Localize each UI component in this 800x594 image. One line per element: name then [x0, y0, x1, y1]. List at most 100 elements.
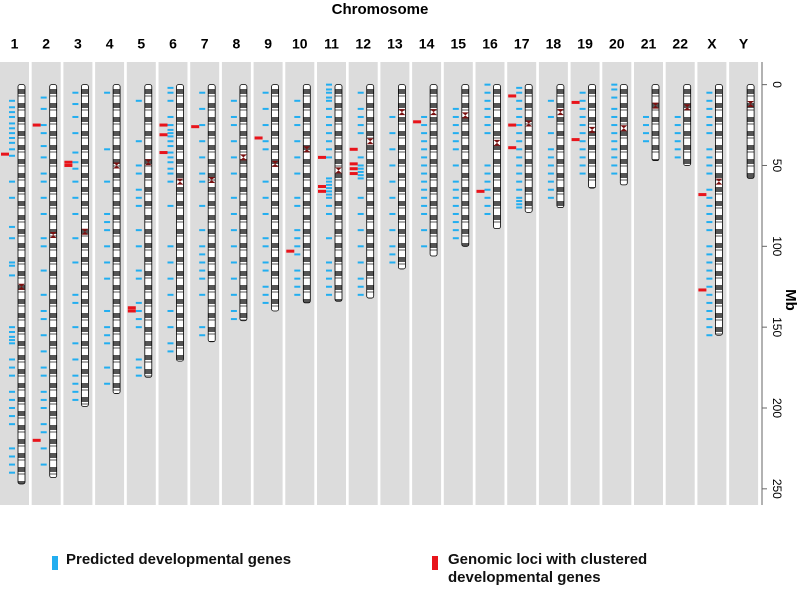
chromosome: [651, 84, 660, 162]
predicted-gene: [516, 107, 523, 110]
centromere: [683, 104, 691, 111]
chromosome: [556, 84, 565, 208]
predicted-gene: [294, 245, 301, 248]
chromosome-label: 15: [451, 36, 467, 52]
predicted-gene: [167, 91, 174, 94]
predicted-gene: [326, 148, 332, 151]
predicted-gene: [452, 204, 459, 207]
chromosome: [49, 84, 58, 478]
predicted-gene: [674, 132, 681, 135]
chromosome-label: 12: [355, 36, 371, 52]
predicted-gene: [484, 115, 491, 118]
predicted-gene: [706, 115, 713, 118]
clustered-locus: [698, 193, 707, 197]
predicted-gene: [484, 91, 491, 94]
predicted-gene: [9, 339, 15, 342]
predicted-gene: [9, 132, 15, 135]
predicted-gene: [389, 115, 396, 118]
chromosome-label: Y: [739, 36, 749, 52]
predicted-gene: [357, 115, 364, 118]
predicted-gene: [326, 88, 332, 91]
chromosome: [239, 84, 248, 322]
predicted-gene: [199, 253, 206, 256]
predicted-gene: [421, 196, 428, 199]
predicted-gene: [104, 212, 111, 215]
predicted-gene: [199, 107, 206, 110]
predicted-gene: [294, 124, 301, 127]
centromere: [461, 112, 469, 119]
predicted-gene: [262, 124, 269, 127]
predicted-gene: [294, 172, 301, 175]
predicted-gene: [326, 115, 332, 118]
legend-label: Predicted developmental genes: [66, 551, 292, 568]
predicted-gene: [516, 206, 523, 209]
predicted-gene: [40, 245, 47, 248]
predicted-gene: [452, 212, 459, 215]
predicted-gene: [706, 269, 713, 272]
predicted-gene: [9, 463, 15, 466]
predicted-gene: [262, 196, 269, 199]
predicted-gene: [452, 180, 459, 183]
predicted-gene: [262, 140, 269, 143]
predicted-gene: [706, 334, 713, 337]
predicted-gene: [9, 455, 15, 458]
predicted-gene: [262, 293, 269, 296]
predicted-gene: [452, 164, 459, 167]
predicted-gene: [326, 204, 332, 207]
chromosome: [334, 84, 343, 302]
predicted-gene: [199, 204, 206, 207]
predicted-gene: [326, 187, 332, 190]
predicted-gene: [421, 188, 428, 191]
predicted-gene: [706, 212, 713, 215]
predicted-gene: [40, 463, 47, 466]
predicted-gene: [547, 172, 554, 175]
chromosome-label: 10: [292, 36, 308, 52]
predicted-gene: [706, 301, 713, 304]
predicted-gene: [167, 151, 174, 154]
predicted-gene: [40, 309, 47, 312]
chromosome-label: 9: [264, 36, 272, 52]
clustered-locus: [508, 123, 517, 127]
predicted-gene: [135, 301, 142, 304]
clustered-locus: [349, 172, 358, 176]
predicted-gene: [199, 277, 206, 280]
predicted-gene: [167, 350, 174, 353]
clustered-locus: [508, 94, 517, 98]
predicted-gene: [484, 196, 491, 199]
centromere: [113, 162, 121, 169]
predicted-gene: [389, 148, 396, 151]
chromosome-label: 3: [74, 36, 82, 52]
predicted-gene: [167, 172, 174, 175]
predicted-gene: [9, 415, 15, 418]
predicted-gene: [40, 196, 47, 199]
predicted-gene: [357, 261, 364, 264]
predicted-gene: [674, 156, 681, 159]
predicted-gene: [326, 180, 332, 183]
chromosome-label: 7: [201, 36, 209, 52]
predicted-gene: [72, 151, 79, 154]
predicted-gene: [262, 285, 269, 288]
predicted-gene: [326, 183, 332, 186]
predicted-gene: [326, 237, 332, 240]
predicted-gene: [706, 124, 713, 127]
predicted-gene: [326, 91, 332, 94]
clustered-locus: [159, 151, 168, 155]
predicted-gene: [199, 261, 206, 264]
predicted-gene: [611, 88, 618, 91]
predicted-gene: [230, 245, 237, 248]
predicted-gene: [9, 331, 15, 334]
centromere: [493, 139, 501, 146]
predicted-gene: [135, 172, 142, 175]
predicted-gene: [326, 140, 332, 143]
predicted-gene: [9, 141, 15, 144]
predicted-gene: [167, 309, 174, 312]
clustered-locus: [318, 184, 326, 188]
chromosome-label: 2: [42, 36, 50, 52]
predicted-gene: [9, 390, 15, 393]
predicted-gene: [516, 156, 523, 159]
predicted-gene: [199, 172, 206, 175]
predicted-gene: [611, 172, 618, 175]
predicted-gene: [357, 212, 364, 215]
predicted-gene: [579, 140, 586, 143]
predicted-gene: [40, 334, 47, 337]
